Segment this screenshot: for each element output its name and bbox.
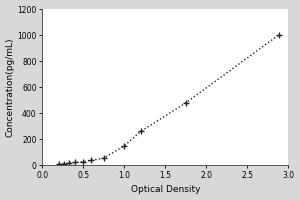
Y-axis label: Concentration(pg/mL): Concentration(pg/mL) bbox=[6, 37, 15, 137]
X-axis label: Optical Density: Optical Density bbox=[130, 185, 200, 194]
